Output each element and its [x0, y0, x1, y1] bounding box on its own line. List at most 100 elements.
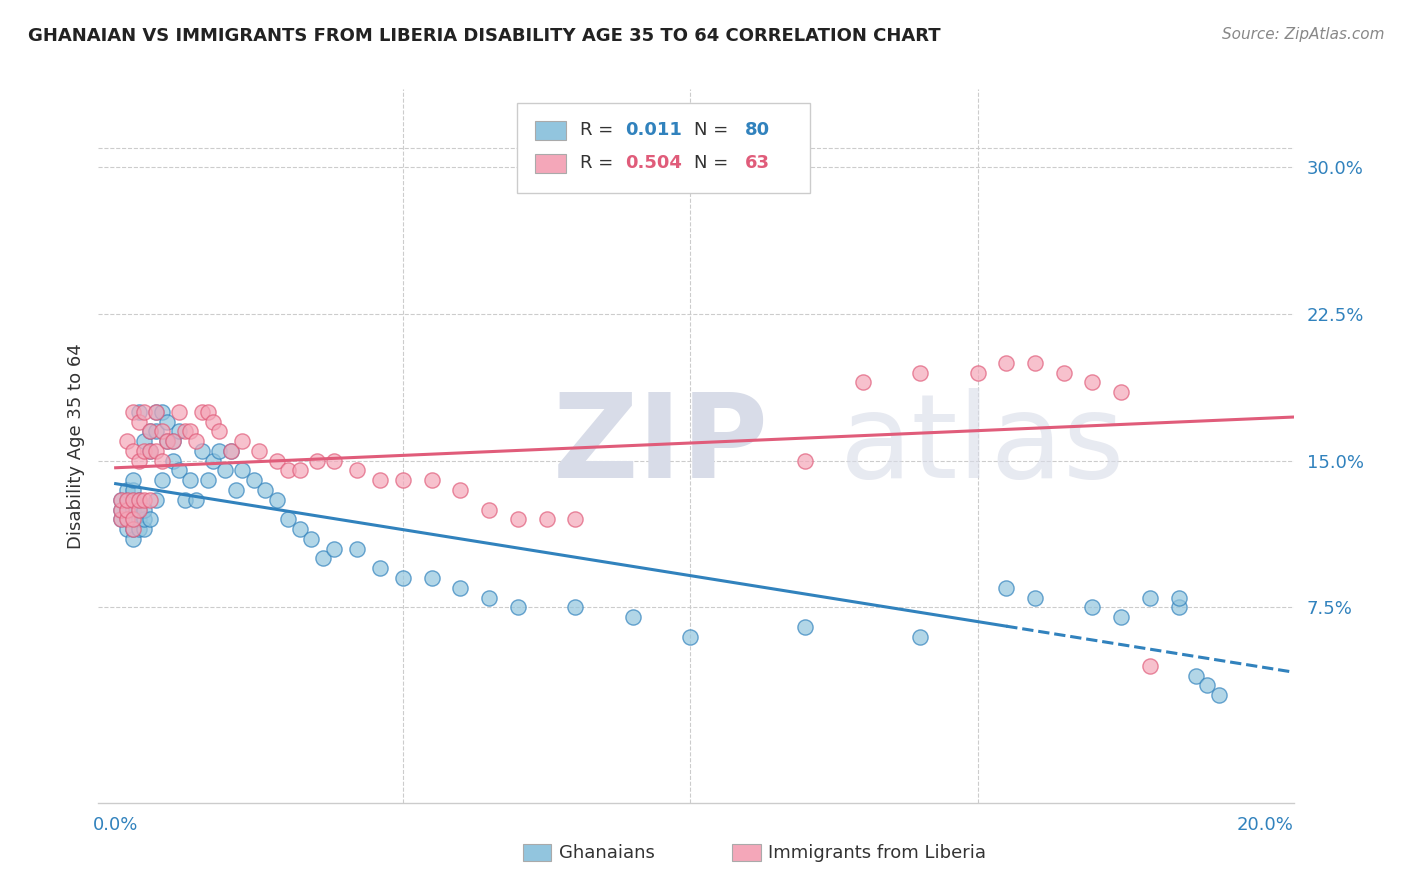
Point — [122, 483, 145, 497]
Point — [449, 483, 471, 497]
Point — [167, 405, 190, 419]
Point — [564, 600, 586, 615]
Point — [266, 453, 288, 467]
Point — [122, 522, 145, 536]
Point — [110, 492, 132, 507]
Point — [110, 502, 132, 516]
Point — [122, 522, 145, 536]
Point — [1208, 688, 1230, 702]
Point — [122, 502, 145, 516]
Point — [305, 453, 328, 467]
Point — [115, 483, 138, 497]
Text: N =: N = — [693, 121, 734, 139]
Point — [128, 405, 150, 419]
Point — [266, 492, 288, 507]
Point — [506, 600, 529, 615]
Point — [128, 492, 150, 507]
Point — [679, 630, 702, 644]
Point — [128, 415, 150, 429]
Point — [115, 512, 138, 526]
Point — [139, 492, 162, 507]
Point — [288, 522, 311, 536]
Point — [179, 473, 201, 487]
Point — [150, 453, 173, 467]
Point — [908, 630, 931, 644]
Point — [1197, 678, 1219, 692]
Point — [173, 425, 195, 439]
Point — [794, 453, 817, 467]
Point — [173, 492, 195, 507]
Bar — [534, 154, 565, 173]
Text: GHANAIAN VS IMMIGRANTS FROM LIBERIA DISABILITY AGE 35 TO 64 CORRELATION CHART: GHANAIAN VS IMMIGRANTS FROM LIBERIA DISA… — [28, 27, 941, 45]
Point — [115, 492, 138, 507]
Point — [231, 463, 253, 477]
Point — [150, 405, 173, 419]
Point — [145, 443, 167, 458]
Point — [420, 473, 443, 487]
Point — [1139, 591, 1161, 605]
Point — [219, 443, 242, 458]
Point — [115, 512, 138, 526]
Text: atlas: atlas — [839, 389, 1125, 503]
Point — [134, 502, 156, 516]
Point — [1167, 600, 1189, 615]
Point — [208, 425, 231, 439]
Point — [110, 512, 132, 526]
Point — [299, 532, 322, 546]
Point — [242, 473, 264, 487]
Point — [128, 502, 150, 516]
Point — [167, 425, 190, 439]
Point — [1081, 600, 1104, 615]
Point — [115, 502, 138, 516]
Point — [323, 453, 346, 467]
Point — [128, 512, 150, 526]
Point — [1185, 669, 1208, 683]
Point — [122, 443, 145, 458]
Point — [219, 443, 242, 458]
Point — [150, 473, 173, 487]
Point — [449, 581, 471, 595]
Text: ZIP: ZIP — [553, 389, 769, 503]
Point — [139, 425, 162, 439]
Point — [277, 463, 299, 477]
Point — [150, 425, 173, 439]
Point — [110, 502, 132, 516]
Point — [621, 610, 644, 624]
Point — [536, 512, 558, 526]
Point — [1139, 659, 1161, 673]
Point — [478, 591, 501, 605]
Point — [139, 512, 162, 526]
Point — [128, 492, 150, 507]
Point — [1081, 376, 1104, 390]
Point — [122, 512, 145, 526]
Point — [162, 453, 184, 467]
Point — [115, 522, 138, 536]
Point — [392, 473, 415, 487]
Point — [145, 425, 167, 439]
Point — [134, 522, 156, 536]
Point — [122, 492, 145, 507]
Point — [1024, 591, 1046, 605]
Point — [1167, 591, 1189, 605]
Point — [145, 492, 167, 507]
Point — [122, 473, 145, 487]
Text: Immigrants from Liberia: Immigrants from Liberia — [768, 844, 986, 862]
Point — [794, 620, 817, 634]
Point — [156, 415, 179, 429]
Point — [162, 434, 184, 449]
Point — [122, 512, 145, 526]
Point — [134, 434, 156, 449]
Point — [115, 434, 138, 449]
Point — [1109, 610, 1132, 624]
Point — [392, 571, 415, 585]
Point — [145, 405, 167, 419]
Point — [995, 356, 1018, 370]
Point — [184, 492, 207, 507]
Point — [122, 502, 145, 516]
Point — [288, 463, 311, 477]
Point — [128, 522, 150, 536]
Point — [208, 443, 231, 458]
Point — [908, 366, 931, 380]
Point — [110, 492, 132, 507]
Point — [162, 434, 184, 449]
